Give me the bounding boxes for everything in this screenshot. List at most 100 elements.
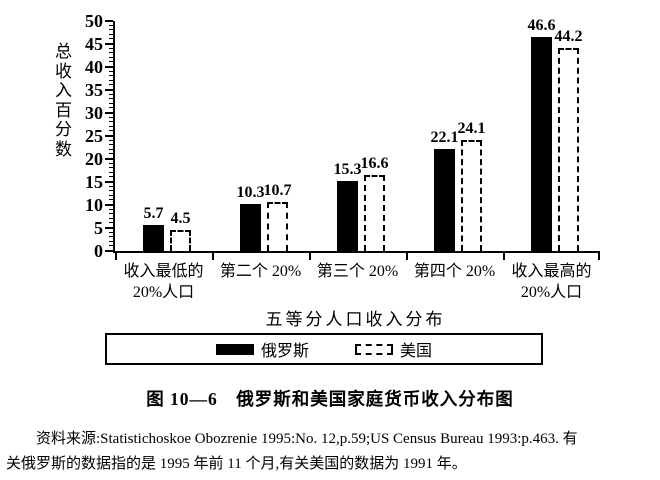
legend-item-russia: 俄罗斯 <box>215 337 309 361</box>
bar-usa <box>170 230 191 251</box>
y-axis-tick <box>105 227 113 229</box>
y-axis-tick-label: 40 <box>85 57 103 77</box>
y-axis-tick <box>105 158 113 160</box>
x-axis-tick <box>598 251 600 260</box>
x-axis-title: 五等分人口收入分布 <box>265 310 446 329</box>
legend-swatch-usa-icon <box>355 343 393 355</box>
y-axis-tick <box>109 208 113 210</box>
y-axis-tick <box>105 66 113 68</box>
y-axis-tick <box>109 240 113 242</box>
bar-value-label-usa: 24.1 <box>457 120 486 137</box>
bar-value-label-usa: 44.2 <box>554 28 583 45</box>
y-axis-tick <box>109 47 113 49</box>
y-axis-tick <box>109 144 113 146</box>
y-axis-tick <box>105 181 113 183</box>
y-axis-tick <box>109 176 113 178</box>
y-axis-tick <box>109 190 113 192</box>
bar-value-label-russia: 15.3 <box>333 161 362 178</box>
bar-usa <box>267 202 288 251</box>
y-axis-tick <box>109 107 113 109</box>
y-axis-tick-label: 30 <box>85 103 103 123</box>
y-axis-tick <box>109 194 113 196</box>
bar-value-label-russia: 5.7 <box>143 205 164 222</box>
bar-usa <box>364 175 385 251</box>
figure-caption: 图 10—6 俄罗斯和美国家庭货币收入分布图 <box>146 389 514 409</box>
y-axis-tick <box>109 56 113 58</box>
x-axis-tick <box>212 251 214 260</box>
x-axis-tick <box>406 251 408 260</box>
y-axis-tick <box>109 217 113 219</box>
source-note-line-1: 资料来源:Statistichoskoe Obozrenie 1995:No. … <box>36 431 578 447</box>
y-axis-tick <box>109 33 113 35</box>
y-axis-tick <box>109 75 113 77</box>
plot-area: 0 5 10 15 20 25 30 35 40 45 50 5.7 10.3 15.3 22.1 46.6 4… <box>85 11 600 301</box>
y-axis-tick <box>105 112 113 114</box>
bar-usa <box>558 48 579 251</box>
y-axis-tick <box>109 153 113 155</box>
y-axis-tick <box>109 84 113 86</box>
bar-russia <box>434 149 455 251</box>
legend-label-usa: 美国 <box>400 343 433 360</box>
category-label: 第三个 20% <box>316 263 399 280</box>
y-axis-tick <box>109 213 113 215</box>
bar-value-label-russia: 46.6 <box>527 17 556 34</box>
bar-russia <box>240 204 261 251</box>
y-axis-tick <box>105 20 113 23</box>
bar-russia <box>337 181 358 251</box>
y-axis-tick-label: 10 <box>85 195 103 215</box>
y-axis-tick <box>109 231 113 233</box>
bar-value-label-russia: 22.1 <box>430 129 459 146</box>
y-axis-tick <box>109 93 113 95</box>
y-axis-tick <box>109 102 113 104</box>
legend-swatch-russia-icon <box>215 343 254 355</box>
y-axis-tick <box>109 236 113 238</box>
y-axis-tick <box>109 29 113 31</box>
y-axis-tick-label: 50 <box>85 11 103 31</box>
y-axis-tick <box>109 199 113 201</box>
y-axis-tick <box>109 24 113 26</box>
y-axis-tick <box>109 121 113 123</box>
y-axis-tick-label: 35 <box>85 80 103 100</box>
y-axis-tick-label: 0 <box>94 241 103 261</box>
bar-value-label-usa: 16.6 <box>360 155 389 172</box>
y-axis-tick <box>109 116 113 118</box>
y-axis-tick-label: 25 <box>85 126 103 146</box>
legend-item-usa: 美国 <box>355 337 432 361</box>
y-axis-tick <box>109 70 113 72</box>
y-axis-tick <box>105 89 113 91</box>
category-label: 第二个 20% <box>219 263 302 280</box>
y-axis-tick-label: 15 <box>85 172 103 192</box>
y-axis-tick <box>105 135 113 137</box>
y-axis-tick <box>109 148 113 150</box>
bar-russia <box>143 225 164 251</box>
y-axis-tick <box>105 250 113 252</box>
y-axis-tick <box>105 204 113 206</box>
y-axis-tick <box>109 222 113 224</box>
y-axis-tick <box>109 171 113 173</box>
y-axis-tick <box>105 43 113 45</box>
x-axis-tick <box>115 251 117 260</box>
y-axis-tick <box>109 98 113 100</box>
category-label: 收入最高的 20%人口 <box>511 263 592 301</box>
source-note-line-2: 关俄罗斯的数据指的是 1995 年前 11 个月,有关美国的数据为 1991 年… <box>6 456 467 472</box>
y-axis-tick <box>109 162 113 164</box>
bar-value-label-russia: 10.3 <box>236 184 265 201</box>
y-axis-title: 总收入百分数 <box>55 42 72 159</box>
y-axis-tick <box>109 139 113 141</box>
bar-russia <box>531 37 552 251</box>
y-axis-tick-label: 45 <box>85 34 103 54</box>
category-label: 第四个 20% <box>413 263 496 280</box>
x-axis-tick <box>309 251 311 260</box>
y-axis-tick <box>109 130 113 132</box>
bar-value-label-usa: 4.5 <box>170 210 191 227</box>
legend-box: 俄罗斯 美国 <box>105 333 543 365</box>
x-axis-tick <box>503 251 505 260</box>
y-axis-tick <box>109 185 113 187</box>
bar-usa <box>461 140 482 251</box>
y-axis-tick <box>109 61 113 63</box>
y-axis-tick-label: 20 <box>85 149 103 169</box>
y-axis-tick <box>109 79 113 81</box>
y-axis-tick <box>109 167 113 169</box>
legend-label-russia: 俄罗斯 <box>260 343 309 360</box>
